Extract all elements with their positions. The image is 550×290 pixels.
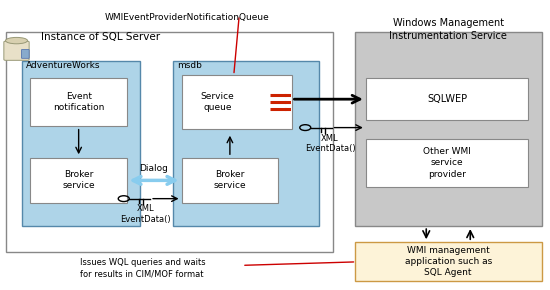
Bar xyxy=(173,61,319,226)
Ellipse shape xyxy=(6,37,28,44)
Bar xyxy=(22,61,140,226)
Bar xyxy=(30,78,127,126)
Bar xyxy=(182,75,292,129)
Text: Broker
service: Broker service xyxy=(213,170,246,191)
Text: Other WMI
service
provider: Other WMI service provider xyxy=(423,147,471,179)
Text: Windows Management
Instrumentation Service: Windows Management Instrumentation Servi… xyxy=(389,18,507,41)
Text: Broker
service: Broker service xyxy=(62,170,95,191)
Text: SQLWEP: SQLWEP xyxy=(427,94,467,104)
Bar xyxy=(6,32,333,252)
Bar xyxy=(355,242,542,281)
Bar xyxy=(30,158,127,203)
Text: WMI management
application such as
SQL Agent: WMI management application such as SQL A… xyxy=(405,246,492,278)
FancyBboxPatch shape xyxy=(21,50,29,58)
Text: Event
notification: Event notification xyxy=(53,92,104,112)
Text: WMIEventProviderNotificationQueue: WMIEventProviderNotificationQueue xyxy=(104,13,270,22)
Text: XML
EventData(): XML EventData() xyxy=(120,204,171,224)
Text: Service
queue: Service queue xyxy=(200,92,234,112)
FancyBboxPatch shape xyxy=(4,41,29,60)
Bar xyxy=(182,158,278,203)
Text: XML
EventData(): XML EventData() xyxy=(305,134,355,153)
Text: Dialog: Dialog xyxy=(140,164,168,173)
Bar xyxy=(366,139,528,187)
Bar xyxy=(355,32,542,226)
Text: Instance of SQL Server: Instance of SQL Server xyxy=(41,32,161,42)
Text: AdventureWorks: AdventureWorks xyxy=(26,61,100,70)
Bar xyxy=(366,78,528,120)
Text: msdb: msdb xyxy=(177,61,202,70)
Text: Issues WQL queries and waits
for results in CIM/MOF format: Issues WQL queries and waits for results… xyxy=(80,258,205,278)
